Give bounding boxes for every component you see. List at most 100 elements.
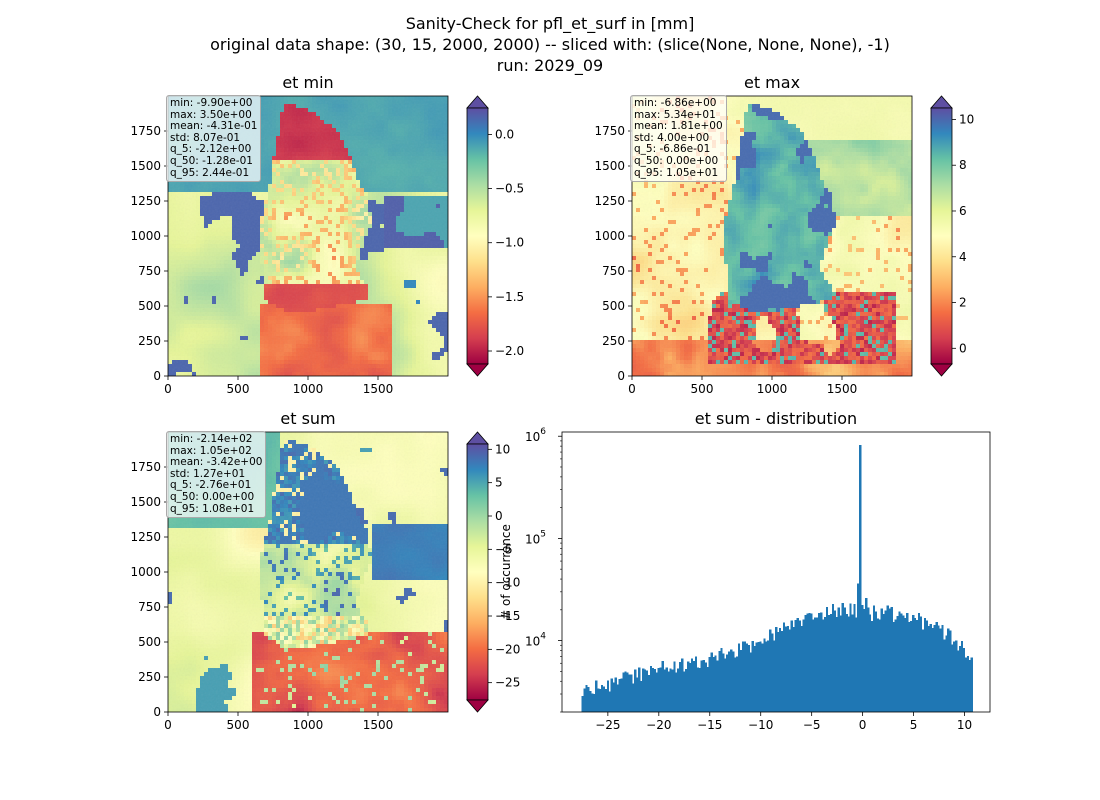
histogram-bar (737, 643, 741, 712)
y-tick-label: 500 (138, 635, 161, 649)
histogram-bar (937, 625, 940, 712)
y-tick-label: 1000 (130, 229, 161, 243)
histogram-bar (886, 605, 889, 712)
colorbar-et-min: 0.0 −0.5 −1.0 −1.5 −2.0 (466, 95, 524, 377)
histogram-bar (861, 605, 864, 712)
x-tick-label: 500 (227, 718, 250, 732)
histogram-bar (614, 677, 617, 712)
colorbar-tick-label: 0 (959, 341, 967, 355)
stat-line: q_50: 0.00e+00 (634, 154, 719, 167)
stat-line: min: -6.86e+00 (634, 97, 717, 109)
x-tick-label: −10 (748, 718, 773, 732)
y-tick-label: 0 (617, 369, 625, 383)
stat-line: q_5: -2.76e+01 (170, 479, 252, 492)
histogram-bar (802, 619, 805, 712)
histogram-bar (716, 660, 719, 712)
histogram-bar (912, 615, 915, 712)
histogram-bars (581, 445, 973, 712)
panel-title-et-max: et max (744, 73, 800, 92)
histogram-bar (724, 658, 727, 712)
histogram-bar (894, 619, 897, 712)
y-tick-label: 250 (602, 334, 625, 348)
histogram-bar (661, 661, 664, 712)
histogram-bar (841, 603, 844, 712)
stat-line: min: -9.90e+00 (170, 97, 253, 109)
y-tick-label: 500 (602, 299, 625, 313)
colorbar-tick-label: 4 (959, 250, 967, 264)
histogram-bar (835, 617, 838, 712)
histogram-bar (710, 652, 713, 712)
x-tick-label: 10 (957, 718, 972, 732)
histogram-bar (745, 643, 748, 712)
histogram-bar (796, 617, 799, 712)
y-tick-label: 0 (153, 705, 161, 719)
x-tick-label: 5 (910, 718, 918, 732)
stat-line: mean: -4.31e-01 (170, 120, 258, 133)
histogram-bar (581, 695, 584, 712)
histogram-bar (649, 665, 653, 712)
stat-line: max: 3.50e+00 (170, 108, 252, 121)
y-axis-label: # of occurrence (499, 524, 513, 620)
histogram-bar (800, 625, 803, 712)
stat-line: max: 1.05e+02 (170, 444, 252, 457)
colorbar-tick-label: 8 (959, 158, 967, 172)
histogram-bar (786, 626, 790, 712)
colorbar-tick-label: 0 (495, 509, 503, 523)
colorbar-extend-max (466, 431, 489, 445)
histogram-bar (749, 652, 752, 712)
histogram-bar (706, 667, 709, 712)
histogram-bar (622, 672, 625, 712)
y-tick-label: 250 (138, 334, 161, 348)
stat-line: std: 4.00e+00 (634, 131, 710, 144)
suptitle-line-2: original data shape: (30, 15, 2000, 2000… (210, 35, 890, 54)
histogram-bar (767, 640, 770, 712)
histogram-bar (687, 661, 690, 712)
axes-frame (561, 431, 991, 713)
histogram-bar (681, 658, 684, 712)
histogram-bar (720, 648, 723, 712)
colorbar-tick-label: −25 (495, 676, 520, 690)
colorbar-tick-label: 10 (495, 442, 510, 456)
histogram-bar (827, 614, 831, 712)
histogram-bar (857, 583, 860, 712)
histogram-bar (794, 619, 797, 712)
x-tick-label: 1000 (293, 382, 324, 396)
x-tick-label: −25 (595, 718, 620, 732)
histogram-bar (759, 641, 762, 712)
x-tick-label: 500 (227, 382, 250, 396)
x-tick-label: 0 (164, 382, 172, 396)
colorbar-et-max: 10 8 6 4 2 0 (930, 95, 974, 377)
x-tick-label: 1500 (827, 382, 858, 396)
stat-line: max: 5.34e+01 (634, 108, 716, 121)
stat-line: mean: 1.81e+00 (634, 120, 723, 133)
histogram-bar (845, 614, 848, 712)
histogram-bar (775, 626, 778, 712)
histogram-bar (714, 655, 717, 712)
histogram-bar (679, 661, 682, 712)
histogram-bar (722, 653, 725, 712)
histogram-bar (900, 613, 903, 712)
y-tick-label: 750 (138, 600, 161, 614)
histogram-bar (675, 672, 678, 712)
histogram-bar (628, 674, 631, 712)
colorbar-gradient (466, 443, 489, 701)
colorbar-extend-max (930, 95, 953, 109)
histogram-bar (657, 668, 660, 712)
stat-line: q_50: 0.00e+00 (170, 490, 255, 503)
y-tick-label: 1250 (130, 194, 161, 208)
colorbar-extend-min (930, 363, 953, 377)
histogram-bar (778, 628, 782, 712)
histogram-bar (602, 686, 606, 712)
histogram-bar (888, 608, 891, 712)
histogram-bar (955, 640, 958, 712)
colorbar-tick-label: −0.5 (495, 182, 524, 196)
histogram-bar (665, 667, 668, 712)
y-tick-label: 1750 (594, 124, 625, 138)
histogram-bar (964, 657, 968, 712)
colorbar-extend-min (466, 699, 489, 713)
colorbar-gradient (466, 107, 489, 365)
histogram-bar (694, 656, 698, 712)
histogram-bar (870, 620, 874, 712)
histogram-bar (816, 617, 819, 712)
histogram-bar (874, 611, 878, 712)
